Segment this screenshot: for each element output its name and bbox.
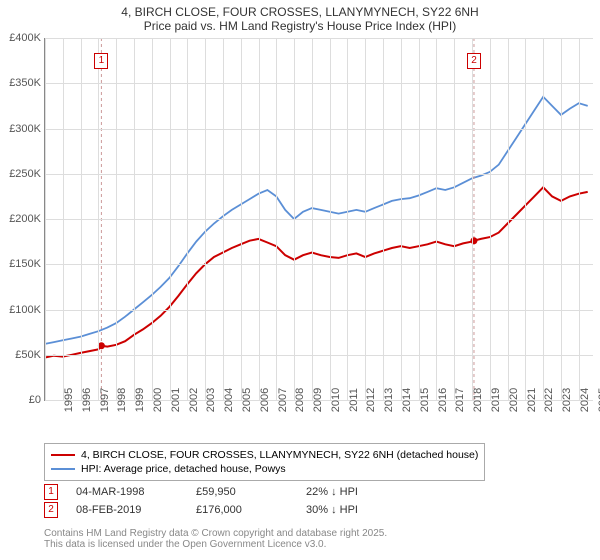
legend-label: 4, BIRCH CLOSE, FOUR CROSSES, LLANYMYNEC… [81,449,478,461]
ytick-label: £150K [9,258,45,270]
gridline-v [116,38,117,400]
gridline-v [223,38,224,400]
gridline-h [45,83,593,84]
legend-box: 4, BIRCH CLOSE, FOUR CROSSES, LLANYMYNEC… [44,443,485,481]
gridline-v [63,38,64,400]
marker-box: 1 [94,53,108,69]
gridline-v [276,38,277,400]
copyright-text: Contains HM Land Registry data © Crown c… [44,528,387,550]
gridline-v [561,38,562,400]
ytick-label: £350K [9,77,45,89]
ytick-label: £400K [9,32,45,44]
gridline-v [454,38,455,400]
sale-marker-icon: 1 [44,484,58,500]
gridline-v [383,38,384,400]
gridline-v [401,38,402,400]
gridline-v [508,38,509,400]
gridline-v [134,38,135,400]
sale-marker-icon: 2 [44,502,58,518]
series-line [45,187,588,357]
sale-date: 08-FEB-2019 [76,504,196,516]
plot-area: £0£50K£100K£150K£200K£250K£300K£350K£400… [44,38,593,401]
gridline-v [365,38,366,400]
gridline-v [98,38,99,400]
gridline-h [45,219,593,220]
sale-delta: 30% ↓ HPI [306,504,416,516]
title-line2: Price paid vs. HM Land Registry's House … [0,19,600,35]
title-line1: 4, BIRCH CLOSE, FOUR CROSSES, LLANYMYNEC… [0,0,600,19]
gridline-h [45,264,593,265]
xtick-label: 2025 [579,388,600,412]
gridline-v [259,38,260,400]
legend-row: 4, BIRCH CLOSE, FOUR CROSSES, LLANYMYNEC… [51,448,478,462]
sale-delta: 22% ↓ HPI [306,486,416,498]
ytick-label: £100K [9,304,45,316]
sale-price: £59,950 [196,486,306,498]
marker-box: 2 [467,53,481,69]
gridline-v [187,38,188,400]
gridline-v [152,38,153,400]
sale-date: 04-MAR-1998 [76,486,196,498]
gridline-h [45,38,593,39]
gridline-v [294,38,295,400]
ytick-label: £50K [15,349,45,361]
series-line [45,97,588,344]
gridline-v [312,38,313,400]
gridline-v [490,38,491,400]
gridline-h [45,174,593,175]
ytick-label: £300K [9,123,45,135]
ytick-label: £0 [29,394,45,406]
gridline-h [45,129,593,130]
chart-container: 4, BIRCH CLOSE, FOUR CROSSES, LLANYMYNEC… [0,0,600,560]
legend-swatch [51,454,75,456]
gridline-v [419,38,420,400]
sales-table: 1 04-MAR-1998£59,95022% ↓ HPI 2 08-FEB-2019… [44,484,416,520]
ytick-label: £200K [9,213,45,225]
gridline-v [436,38,437,400]
gridline-v [525,38,526,400]
gridline-v [579,38,580,400]
gridline-v [81,38,82,400]
gridline-v [205,38,206,400]
ytick-label: £250K [9,168,45,180]
gridline-v [543,38,544,400]
legend-label: HPI: Average price, detached house, Powy… [81,463,286,475]
legend-swatch [51,468,75,470]
sale-row: 1 04-MAR-1998£59,95022% ↓ HPI [44,484,416,500]
gridline-h [45,310,593,311]
sale-price: £176,000 [196,504,306,516]
legend-row: HPI: Average price, detached house, Powy… [51,462,478,476]
gridline-v [45,38,46,400]
gridline-v [330,38,331,400]
gridline-v [472,38,473,400]
gridline-h [45,355,593,356]
gridline-v [170,38,171,400]
sale-row: 2 08-FEB-2019£176,00030% ↓ HPI [44,502,416,518]
gridline-v [347,38,348,400]
gridline-v [241,38,242,400]
